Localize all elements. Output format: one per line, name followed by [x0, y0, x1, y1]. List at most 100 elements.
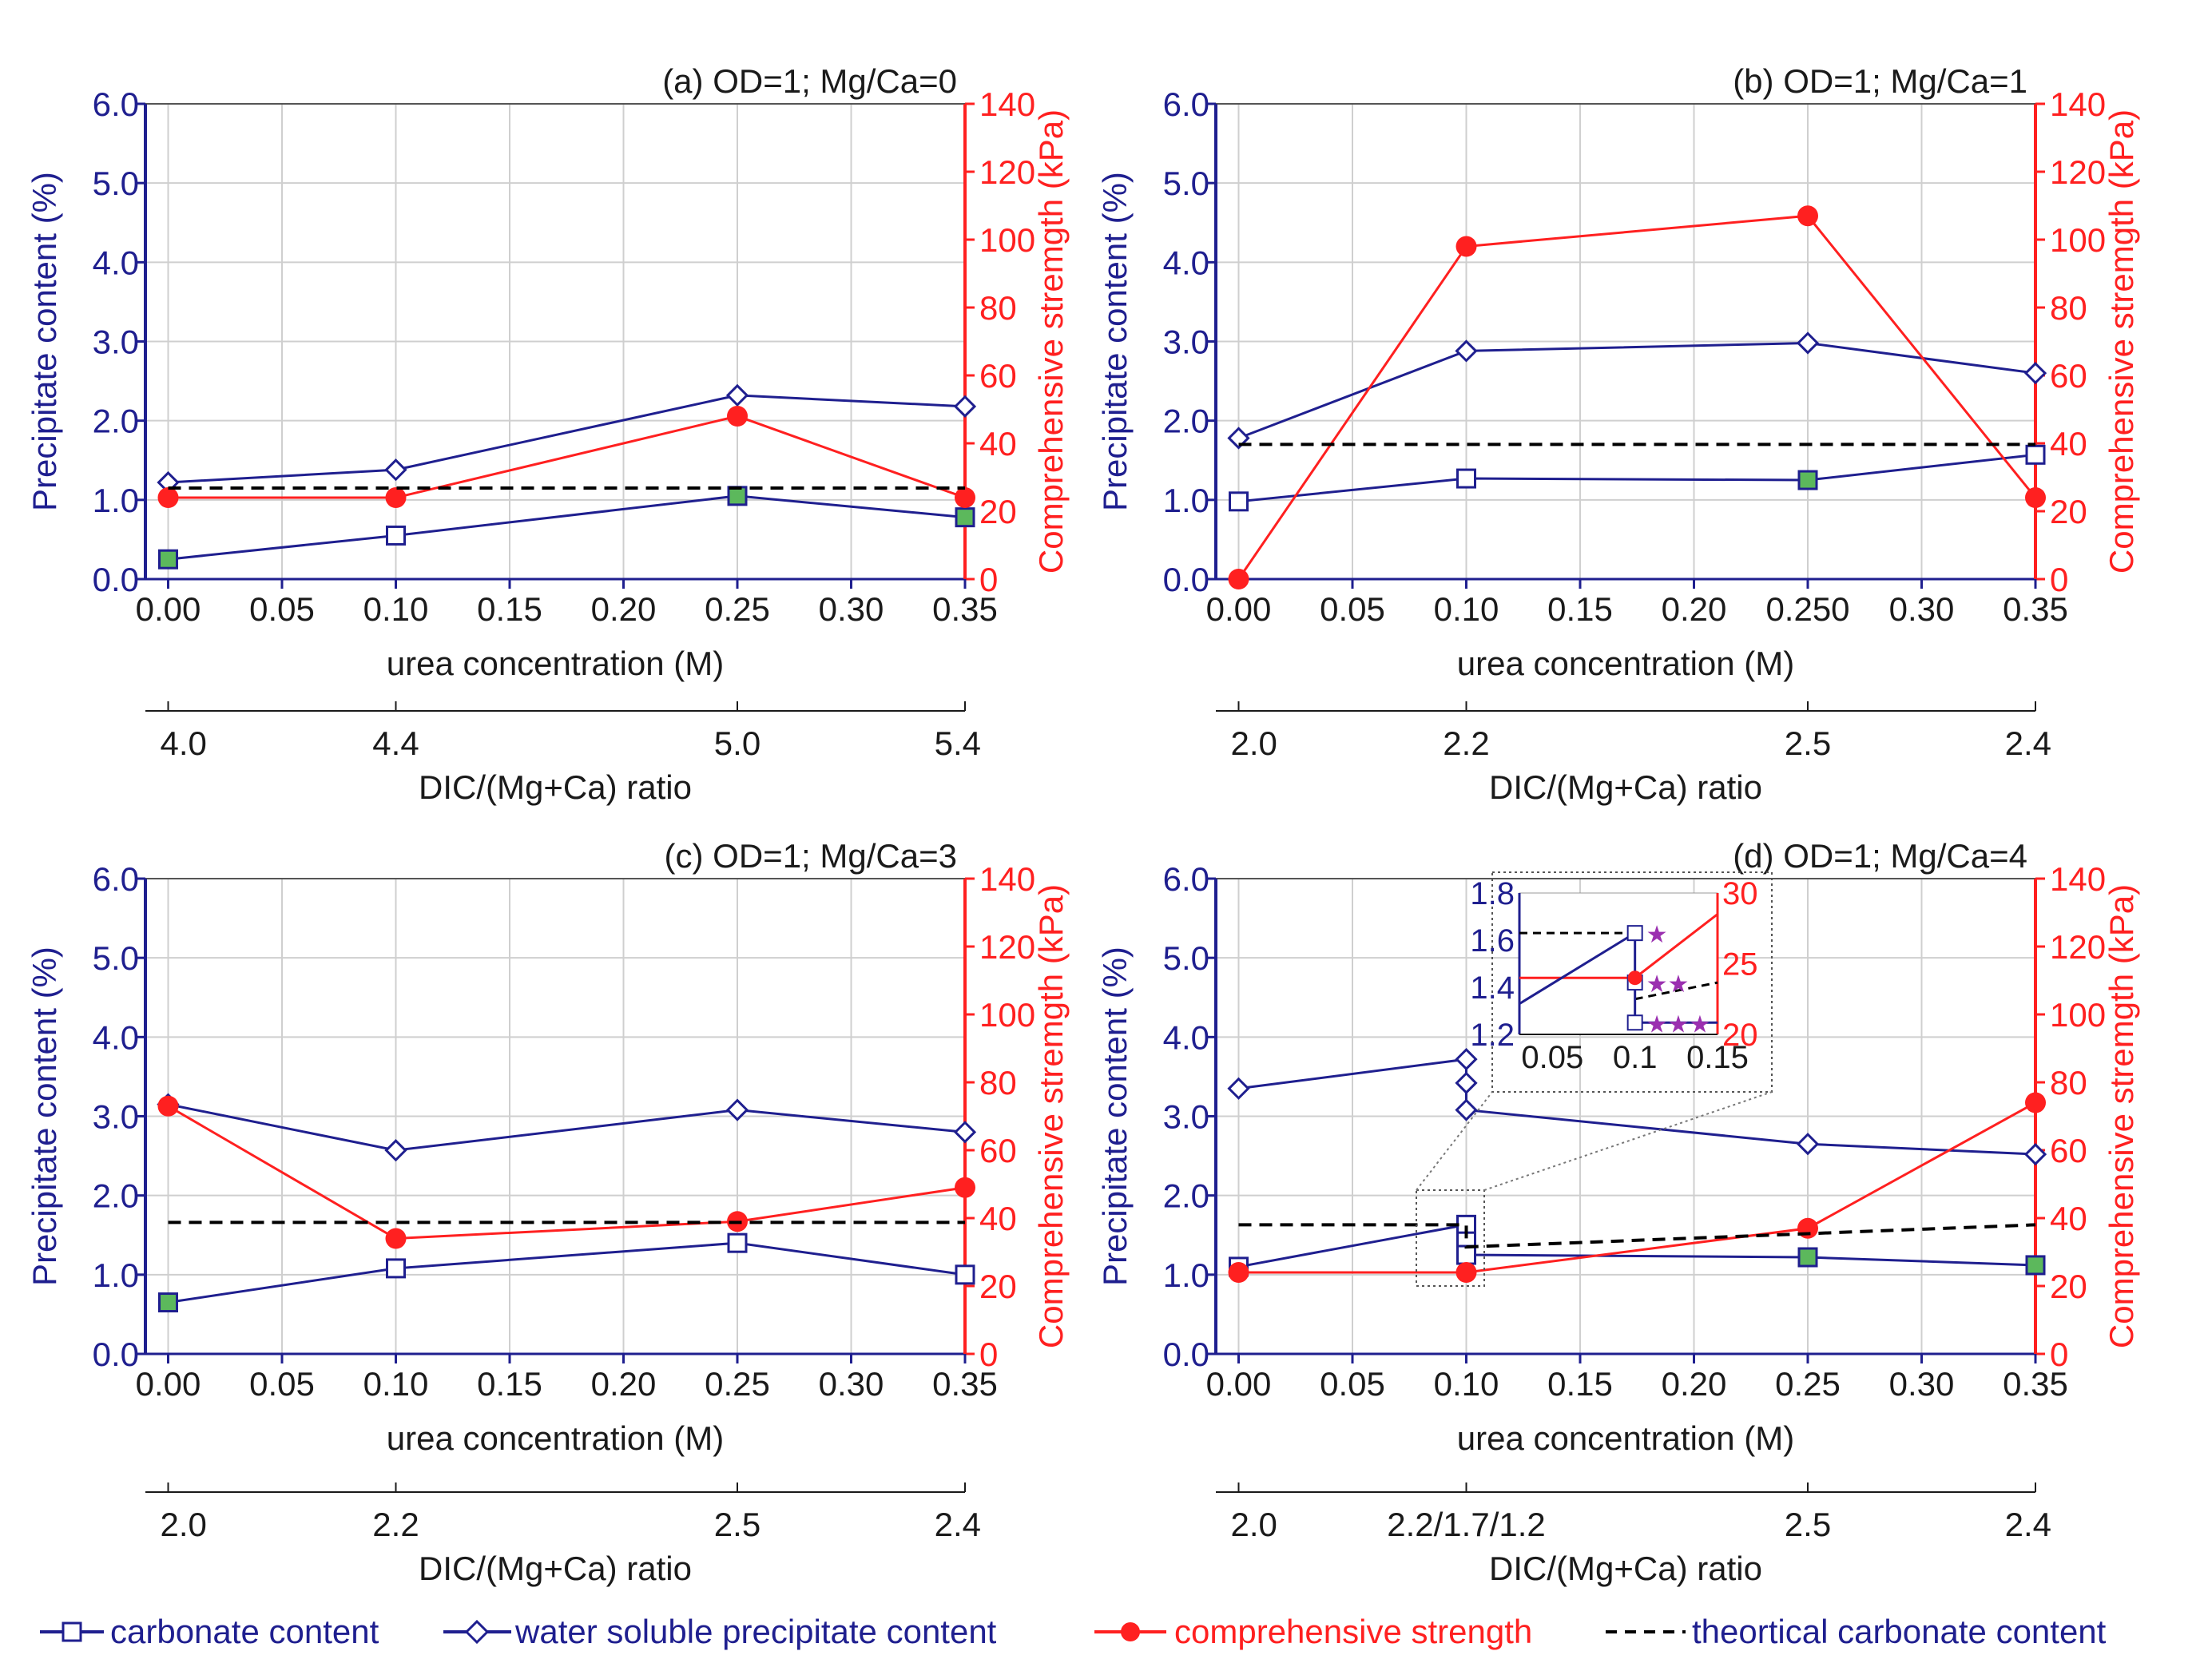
strength-point — [2025, 1092, 2046, 1113]
x-tick-label: 0.10 — [1434, 1365, 1499, 1403]
strength-point — [1228, 569, 1249, 589]
theory-line — [1238, 1223, 2036, 1249]
strength-point — [727, 406, 748, 427]
legend-theory-label: theortical carbonate content — [1692, 1613, 2107, 1650]
inset-left-tick-label: 1.6 — [1470, 923, 1515, 959]
legend-carbonate-marker — [62, 1621, 82, 1642]
panel-title: (b) OD=1; Mg/Ca=1 — [1733, 62, 2027, 100]
left-tick-label: 2.0 — [1163, 1177, 1209, 1215]
x-tick-label: 0.35 — [932, 1365, 998, 1403]
carbonate-point — [727, 1232, 748, 1253]
x-axis-title: urea concentration (M) — [387, 1419, 725, 1457]
water-soluble-point — [1455, 339, 1478, 363]
inset-right-tick-label: 30 — [1722, 876, 1758, 911]
x-tick-label: 0.10 — [363, 590, 429, 628]
inset-right-tick-label: 20 — [1722, 1018, 1758, 1053]
dic-tick-label: 2.5 — [1785, 1506, 1831, 1543]
x-tick-label: 0.15 — [477, 590, 542, 628]
right-axis-title: Comprehensive stremgth (kPa) — [1032, 109, 1070, 574]
dic-tick-label: 2.2 — [1443, 724, 1489, 762]
dic-axis-title: DIC/(Mg+Ca) ratio — [419, 1550, 692, 1587]
left-tick-label: 6.0 — [1163, 85, 1209, 123]
strength-point — [1228, 1262, 1249, 1283]
x-tick-label: 0.30 — [819, 590, 884, 628]
inset-x-tick-label: 0.1 — [1613, 1040, 1658, 1075]
carbonate-point — [1797, 470, 1818, 490]
x-tick-label: 0.10 — [363, 1365, 429, 1403]
carbonate-point — [1456, 1244, 1476, 1265]
legend-carbonate-label: carbonate content — [110, 1613, 379, 1650]
inset-x-tick-label: 0.15 — [1686, 1040, 1749, 1075]
dic-tick-label: 5.4 — [935, 724, 981, 762]
water-soluble-point — [1796, 331, 1820, 355]
x-tick-label: 0.250 — [1765, 590, 1849, 628]
inset-x-tick-label: 0.05 — [1521, 1040, 1583, 1075]
right-tick-label: 60 — [979, 357, 1017, 395]
zoom-connector — [1416, 1091, 1493, 1191]
water-soluble-point — [1455, 1071, 1478, 1094]
x-tick-label: 0.20 — [1662, 1365, 1727, 1403]
left-tick-label: 3.0 — [93, 323, 139, 361]
inset-frame — [1491, 871, 1773, 1093]
strength-point — [157, 487, 179, 508]
carbonate-line — [1238, 1223, 2036, 1268]
x-tick-label: 0.20 — [1662, 590, 1727, 628]
right-tick-label: 100 — [979, 221, 1035, 259]
dic-tick-label: 2.4 — [2005, 1506, 2051, 1543]
left-tick-label: 5.0 — [93, 939, 139, 977]
left-tick-label: 4.0 — [1163, 244, 1209, 281]
left-tick-label: 5.0 — [1163, 165, 1209, 202]
x-tick-label: 0.25 — [705, 1365, 770, 1403]
legend-water-label: water soluble precipitate content — [514, 1613, 997, 1650]
right-tick-label: 120 — [979, 928, 1035, 966]
right-tick-label: 140 — [979, 85, 1035, 123]
x-tick-label: 0.30 — [819, 1365, 884, 1403]
left-tick-label: 6.0 — [93, 860, 139, 898]
left-tick-label: 2.0 — [1163, 403, 1209, 440]
right-axis-title: Comprehensive stremgth (kPa) — [1032, 884, 1070, 1348]
x-tick-label: 0.35 — [932, 590, 998, 628]
inset-star-marker: ★ — [1646, 922, 1668, 948]
legend-water-marker — [464, 1619, 490, 1645]
strength-point — [385, 1228, 407, 1249]
x-tick-label: 0.30 — [1889, 1365, 1955, 1403]
x-axis-title: urea concentration (M) — [1457, 645, 1795, 682]
inset-carbonate-point — [1626, 925, 1643, 942]
left-tick-label: 4.0 — [93, 1018, 139, 1056]
carbonate-point — [158, 1292, 178, 1313]
x-tick-label: 0.25 — [705, 590, 770, 628]
x-tick-label: 0.30 — [1889, 590, 1955, 628]
water-soluble-point — [725, 383, 749, 407]
carbonate-point — [1797, 1247, 1818, 1268]
left-axis-title: Precipitate content (%) — [1096, 172, 1134, 511]
inset-right-tick-label: 25 — [1722, 947, 1758, 982]
left-tick-label: 3.0 — [1163, 323, 1209, 361]
right-axis-title: Comprehensive stremgth (kPa) — [2103, 884, 2140, 1348]
right-tick-label: 120 — [979, 153, 1035, 191]
strength-point — [1455, 1262, 1477, 1283]
carbonate-point — [727, 486, 748, 506]
water-soluble-line — [1238, 1058, 2036, 1156]
inset-left-tick-label: 1.8 — [1470, 876, 1515, 911]
left-tick-label: 0.0 — [1163, 561, 1209, 598]
left-tick-label: 1.0 — [93, 1256, 139, 1294]
right-tick-label: 40 — [979, 1200, 1017, 1237]
right-axis-title: Comprehensive stremgth (kPa) — [2103, 109, 2140, 574]
x-tick-label: 0.05 — [249, 590, 315, 628]
x-tick-label: 0.00 — [1206, 590, 1272, 628]
right-tick-label: 120 — [2050, 153, 2106, 191]
water-soluble-point — [2023, 1142, 2047, 1166]
x-axis-title: urea concentration (M) — [1457, 1419, 1795, 1457]
zoom-region — [1416, 1189, 1485, 1287]
right-tick-label: 60 — [2050, 357, 2087, 395]
dic-tick-label: 5.0 — [714, 724, 760, 762]
left-tick-label: 4.0 — [1163, 1018, 1209, 1056]
right-tick-label: 140 — [2050, 860, 2106, 898]
dic-axis-title: DIC/(Mg+Ca) ratio — [1489, 1550, 1762, 1587]
legend-strength-label: comprehensive strength — [1174, 1613, 1532, 1650]
right-tick-label: 40 — [979, 425, 1017, 462]
water-soluble-point — [1227, 1077, 1250, 1100]
left-tick-label: 0.0 — [1163, 1336, 1209, 1373]
x-axis-title: urea concentration (M) — [387, 645, 725, 682]
